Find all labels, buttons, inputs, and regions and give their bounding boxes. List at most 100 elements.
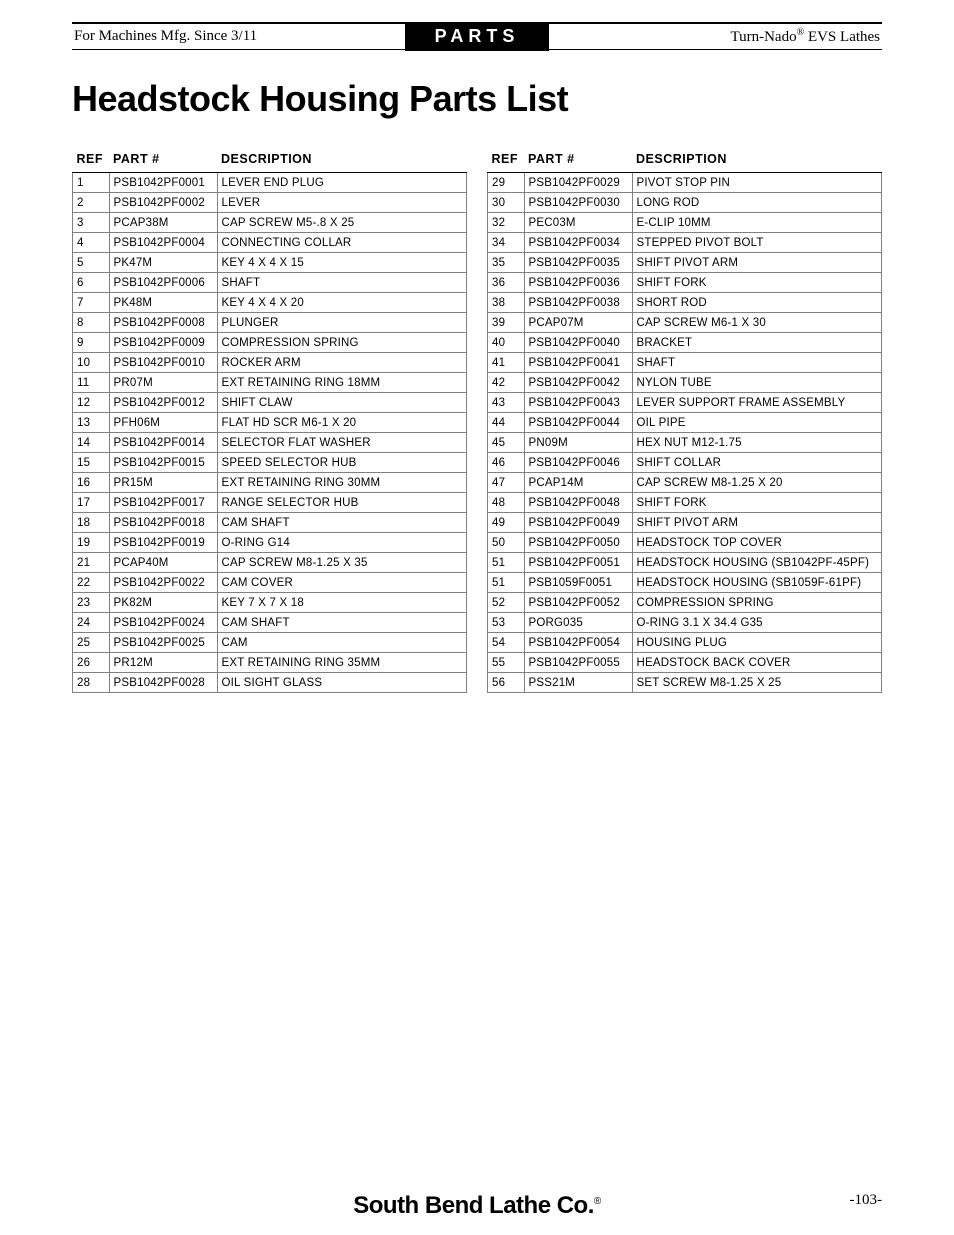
table-row: 56PSS21MSET SCREW M8-1.25 X 25 (488, 673, 882, 693)
table-row: 53PORG035O-RING 3.1 X 34.4 G35 (488, 613, 882, 633)
cell-part: PSB1042PF0030 (524, 193, 632, 213)
cell-ref: 3 (73, 213, 110, 233)
table-row: 2PSB1042PF0002LEVER (73, 193, 467, 213)
table-row: 50PSB1042PF0050HEADSTOCK TOP COVER (488, 533, 882, 553)
table-row: 6PSB1042PF0006SHAFT (73, 273, 467, 293)
cell-ref: 18 (73, 513, 110, 533)
cell-ref: 40 (488, 333, 525, 353)
cell-ref: 30 (488, 193, 525, 213)
table-row: 49PSB1042PF0049SHIFT PIVOT ARM (488, 513, 882, 533)
cell-desc: HEX NUT M12-1.75 (632, 433, 882, 453)
cell-desc: OIL SIGHT GLASS (217, 673, 467, 693)
cell-desc: SHIFT PIVOT ARM (632, 253, 882, 273)
table-row: 16PR15MEXT RETAINING RING 30MM (73, 473, 467, 493)
cell-part: PSB1042PF0029 (524, 173, 632, 193)
cell-part: PSB1042PF0040 (524, 333, 632, 353)
cell-ref: 44 (488, 413, 525, 433)
cell-part: PSB1042PF0043 (524, 393, 632, 413)
col-desc-header: DESCRIPTION (217, 148, 467, 173)
cell-desc: COMPRESSION SPRING (217, 333, 467, 353)
cell-desc: O-RING G14 (217, 533, 467, 553)
cell-desc: CAP SCREW M8-1.25 X 35 (217, 553, 467, 573)
cell-part: PK82M (109, 593, 217, 613)
cell-ref: 54 (488, 633, 525, 653)
cell-ref: 16 (73, 473, 110, 493)
table-row: 46PSB1042PF0046SHIFT COLLAR (488, 453, 882, 473)
cell-part: PSB1042PF0010 (109, 353, 217, 373)
cell-ref: 22 (73, 573, 110, 593)
cell-ref: 51 (488, 553, 525, 573)
cell-ref: 35 (488, 253, 525, 273)
cell-ref: 12 (73, 393, 110, 413)
cell-part: PSB1042PF0008 (109, 313, 217, 333)
cell-desc: HEADSTOCK HOUSING (SB1042PF-45PF) (632, 553, 882, 573)
table-row: 54PSB1042PF0054HOUSING PLUG (488, 633, 882, 653)
cell-part: PSB1042PF0036 (524, 273, 632, 293)
cell-desc: CAP SCREW M6-1 X 30 (632, 313, 882, 333)
cell-desc: EXT RETAINING RING 30MM (217, 473, 467, 493)
cell-part: PCAP40M (109, 553, 217, 573)
col-ref-header: REF (73, 148, 110, 173)
cell-ref: 39 (488, 313, 525, 333)
col-desc-header: DESCRIPTION (632, 148, 882, 173)
cell-part: PSB1042PF0012 (109, 393, 217, 413)
table-row: 43PSB1042PF0043LEVER SUPPORT FRAME ASSEM… (488, 393, 882, 413)
cell-desc: BRACKET (632, 333, 882, 353)
cell-part: PR12M (109, 653, 217, 673)
cell-part: PSB1042PF0046 (524, 453, 632, 473)
table-row: 41PSB1042PF0041SHAFT (488, 353, 882, 373)
cell-desc: SHIFT FORK (632, 273, 882, 293)
cell-ref: 21 (73, 553, 110, 573)
cell-part: PSB1042PF0014 (109, 433, 217, 453)
cell-ref: 14 (73, 433, 110, 453)
table-row: 11PR07MEXT RETAINING RING 18MM (73, 373, 467, 393)
cell-ref: 38 (488, 293, 525, 313)
table-row: 40PSB1042PF0040BRACKET (488, 333, 882, 353)
cell-desc: EXT RETAINING RING 18MM (217, 373, 467, 393)
cell-desc: CONNECTING COLLAR (217, 233, 467, 253)
cell-desc: EXT RETAINING RING 35MM (217, 653, 467, 673)
table-row: 3PCAP38MCAP SCREW M5-.8 X 25 (73, 213, 467, 233)
cell-desc: CAP SCREW M8-1.25 X 20 (632, 473, 882, 493)
table-row: 21PCAP40MCAP SCREW M8-1.25 X 35 (73, 553, 467, 573)
cell-ref: 34 (488, 233, 525, 253)
cell-part: PSB1042PF0025 (109, 633, 217, 653)
table-row: 26PR12MEXT RETAINING RING 35MM (73, 653, 467, 673)
header-center-badge: PARTS (405, 23, 550, 51)
table-row: 52PSB1042PF0052COMPRESSION SPRING (488, 593, 882, 613)
table-row: 39PCAP07MCAP SCREW M6-1 X 30 (488, 313, 882, 333)
cell-part: PSS21M (524, 673, 632, 693)
cell-ref: 15 (73, 453, 110, 473)
cell-desc: SPEED SELECTOR HUB (217, 453, 467, 473)
cell-part: PSB1042PF0034 (524, 233, 632, 253)
cell-desc: CAP SCREW M5-.8 X 25 (217, 213, 467, 233)
cell-desc: STEPPED PIVOT BOLT (632, 233, 882, 253)
cell-ref: 25 (73, 633, 110, 653)
cell-ref: 48 (488, 493, 525, 513)
cell-desc: COMPRESSION SPRING (632, 593, 882, 613)
cell-ref: 8 (73, 313, 110, 333)
cell-ref: 50 (488, 533, 525, 553)
cell-desc: SET SCREW M8-1.25 X 25 (632, 673, 882, 693)
page-header: For Machines Mfg. Since 3/11 PARTS Turn-… (72, 22, 882, 50)
cell-desc: SHAFT (632, 353, 882, 373)
cell-ref: 24 (73, 613, 110, 633)
cell-part: PSB1042PF0044 (524, 413, 632, 433)
cell-ref: 49 (488, 513, 525, 533)
cell-desc: HOUSING PLUG (632, 633, 882, 653)
cell-ref: 56 (488, 673, 525, 693)
cell-ref: 36 (488, 273, 525, 293)
table-row: 45PN09MHEX NUT M12-1.75 (488, 433, 882, 453)
table-row: 25PSB1042PF0025CAM (73, 633, 467, 653)
table-row: 30PSB1042PF0030LONG ROD (488, 193, 882, 213)
cell-desc: LEVER SUPPORT FRAME ASSEMBLY (632, 393, 882, 413)
table-row: 14PSB1042PF0014SELECTOR FLAT WASHER (73, 433, 467, 453)
cell-desc: KEY 4 X 4 X 20 (217, 293, 467, 313)
cell-ref: 32 (488, 213, 525, 233)
cell-part: PSB1042PF0004 (109, 233, 217, 253)
parts-table-right: REF PART # DESCRIPTION 29PSB1042PF0029PI… (487, 148, 882, 693)
cell-part: PK47M (109, 253, 217, 273)
cell-part: PSB1042PF0055 (524, 653, 632, 673)
cell-part: PSB1042PF0052 (524, 593, 632, 613)
cell-part: PSB1042PF0009 (109, 333, 217, 353)
